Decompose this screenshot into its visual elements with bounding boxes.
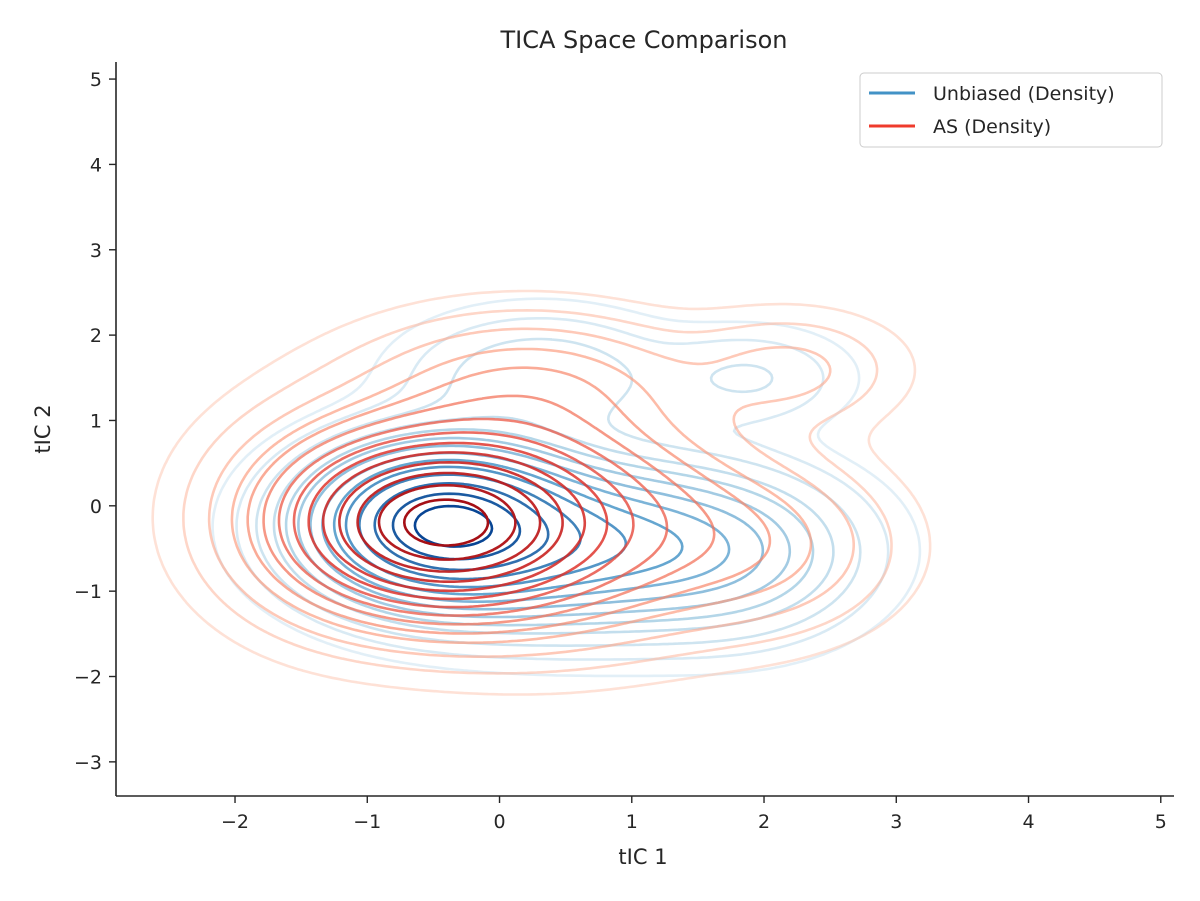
x-tick-label: 0 <box>493 811 505 833</box>
x-tick-label: −2 <box>221 811 249 833</box>
x-tick-label: 2 <box>758 811 770 833</box>
y-tick-label: 3 <box>90 240 102 262</box>
x-tick-label: 1 <box>626 811 638 833</box>
legend-frame <box>859 72 1163 148</box>
y-tick-label: 1 <box>90 410 102 432</box>
y-axis-ticks: −3 −2 −1 0 1 2 3 4 5 <box>74 69 116 774</box>
x-tick-label: 4 <box>1022 811 1034 833</box>
x-tick-label: 3 <box>890 811 902 833</box>
y-tick-label: −3 <box>74 752 102 774</box>
as-density-contour-level-11 <box>338 461 564 583</box>
y-tick-label: −2 <box>74 667 102 689</box>
legend-label-as: AS (Density) <box>933 116 1051 138</box>
as-density-contour-level-8 <box>292 431 635 609</box>
y-tick-label: 5 <box>90 69 102 91</box>
unbiased-density-contour-level-13 <box>391 492 522 561</box>
y-tick-label: 4 <box>90 154 102 176</box>
x-axis-title: tIC 1 <box>618 845 667 869</box>
x-tick-label: 5 <box>1155 811 1167 833</box>
as-density-contour-level-13 <box>377 484 517 561</box>
as-density-contour-level-6 <box>262 394 716 626</box>
as-density-contour-level-5 <box>246 366 772 635</box>
as-density-contour-level-9 <box>307 441 609 601</box>
as-density-contour-level-7 <box>277 417 669 617</box>
unbiased-density-contour-level-14 <box>413 504 494 548</box>
as-density-contour-level-4 <box>230 347 813 645</box>
as-density-contour-level-12 <box>356 471 542 573</box>
legend: Unbiased (Density) AS (Density) <box>859 72 1163 148</box>
as-density-contour-level-1 <box>151 289 932 696</box>
y-tick-label: 2 <box>90 325 102 347</box>
y-tick-label: 0 <box>90 496 102 518</box>
chart-title: TICA Space Comparison <box>499 26 787 54</box>
y-axis-title: tIC 2 <box>31 404 55 453</box>
y-tick-label: −1 <box>74 581 102 603</box>
legend-label-unbiased: Unbiased (Density) <box>933 83 1115 105</box>
as-density-contour-level-3 <box>207 327 855 658</box>
as-density-contours <box>151 289 932 696</box>
x-tick-label: −1 <box>353 811 381 833</box>
as-density-contour-level-2 <box>182 309 893 675</box>
x-axis-ticks: −2 −1 0 1 2 3 4 5 <box>221 796 1167 833</box>
as-density-contour-level-10 <box>321 451 587 593</box>
as-density-contour-level-14 <box>403 498 490 547</box>
